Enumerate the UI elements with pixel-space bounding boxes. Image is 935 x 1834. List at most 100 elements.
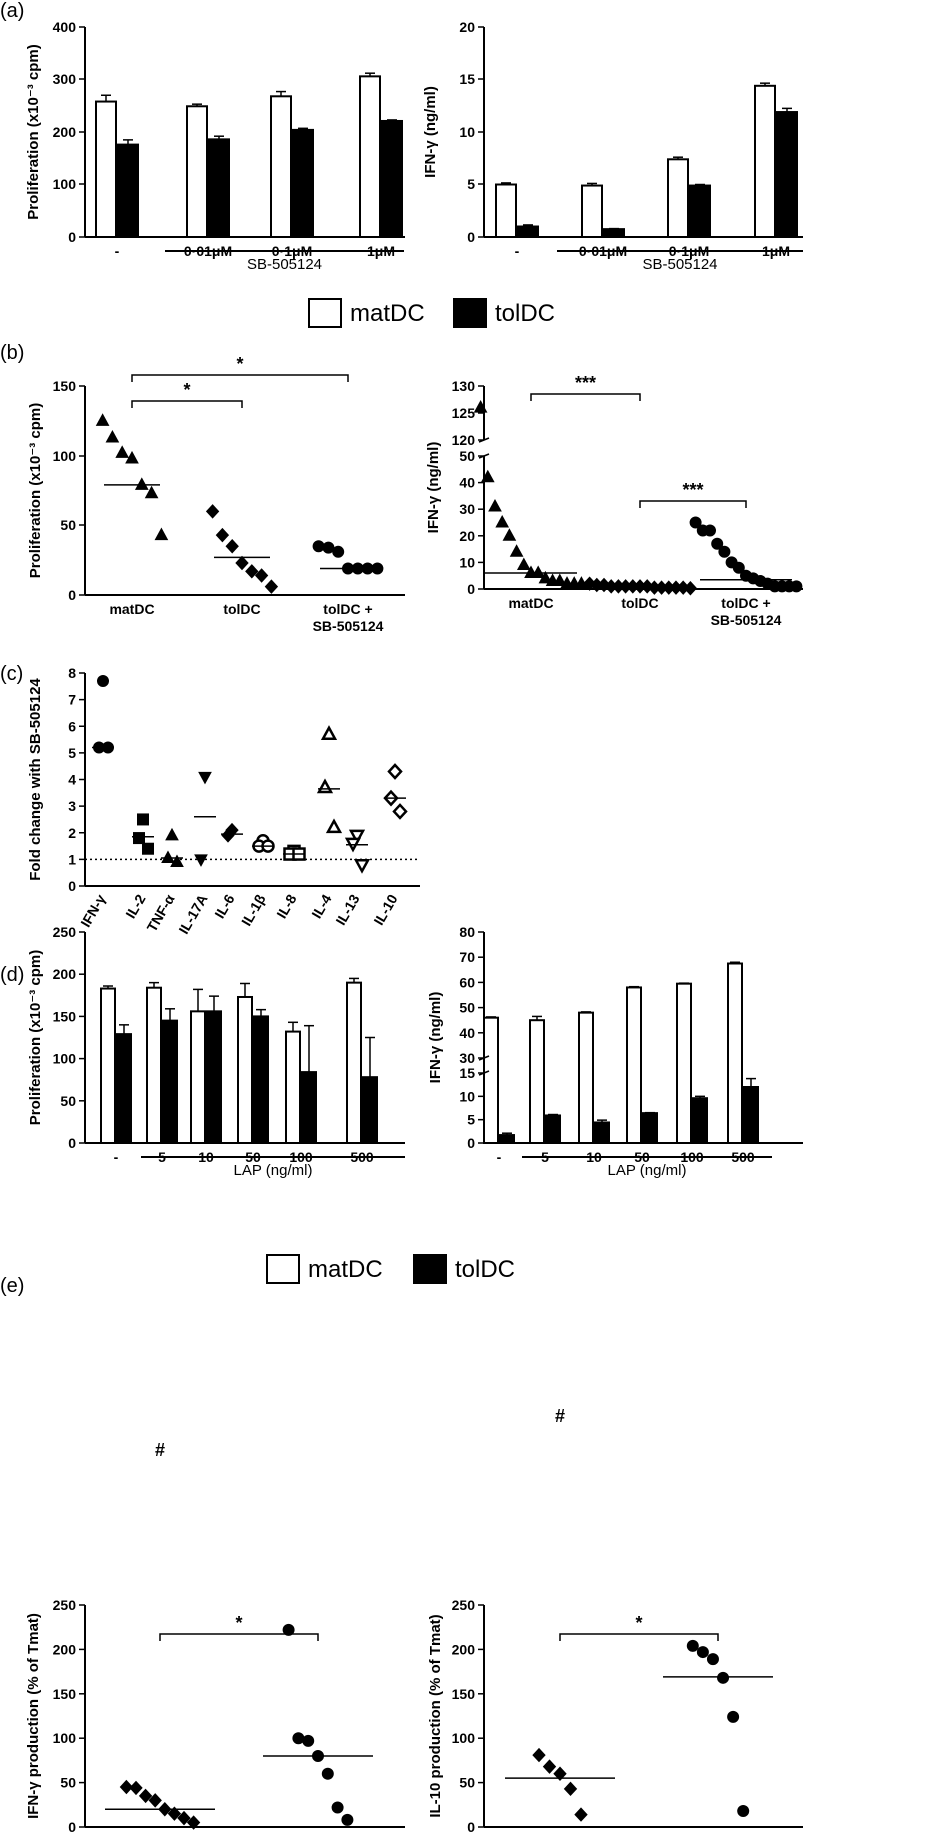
significance-label: * [183, 380, 190, 400]
data-point [552, 573, 567, 587]
data-point [538, 570, 553, 584]
x-category-label: tolDC [223, 601, 260, 617]
y-tick-label: 7 [68, 692, 76, 708]
x-category-label: IL-10 [370, 891, 400, 927]
data-point [245, 564, 259, 579]
hash-annotation: # [555, 1406, 565, 1426]
bar [594, 1121, 610, 1145]
x-category-label: tolDC [621, 595, 658, 611]
data-point [119, 1779, 134, 1795]
x-category-label: IL-17A [175, 892, 210, 937]
bar [381, 119, 403, 238]
data-point [302, 1734, 315, 1747]
bar [362, 1076, 378, 1144]
panel-label: (c) [0, 663, 23, 685]
category-line: tolDC [223, 601, 260, 617]
data-point [532, 1747, 546, 1763]
panel-label: (b) [0, 342, 24, 364]
data-point [138, 1788, 153, 1804]
hash-annotation: # [155, 1440, 165, 1460]
x-category-label: matDC [508, 595, 553, 611]
x-category-label: TNF-α [143, 891, 177, 934]
bar [206, 1010, 222, 1144]
y-tick-label: 0 [467, 1819, 475, 1834]
y-tick-label: 250 [452, 1597, 476, 1613]
data-point [516, 557, 531, 571]
bar [270, 95, 292, 238]
legend-swatch [308, 298, 342, 328]
data-point [221, 828, 235, 843]
bar [95, 100, 117, 238]
y-axis-label: Proliferation (x10⁻³ cpm) [25, 44, 42, 219]
data-point [686, 1639, 699, 1652]
legend-swatch [266, 1254, 300, 1284]
data-point [225, 538, 239, 554]
bar [237, 995, 253, 1144]
y-tick-label: 5 [68, 745, 76, 761]
x-category-label: - [497, 1149, 502, 1165]
data-point [718, 545, 731, 558]
bar [776, 111, 798, 238]
data-point [165, 827, 179, 841]
y-tick-label: 300 [53, 71, 77, 87]
x-category-label: - [515, 243, 520, 259]
data-point [325, 818, 343, 834]
data-point [148, 1793, 162, 1808]
bar [743, 1086, 759, 1144]
data-point [186, 1815, 201, 1830]
bar [626, 986, 642, 1144]
chart-b1: * * matDC tolDC tolDC + SB-505124 [95, 354, 384, 634]
y-tick-label: 10 [459, 1088, 475, 1104]
legend-label: matDC [350, 300, 425, 327]
y-tick-label: 0 [68, 1135, 76, 1151]
y-tick-label: 250 [53, 924, 77, 940]
data-point [105, 430, 120, 443]
significance-label: *** [682, 480, 703, 500]
data-point [509, 544, 524, 557]
x-category-label: - [115, 243, 120, 259]
data-point [737, 1805, 750, 1818]
data-point [706, 1653, 719, 1666]
bar [359, 75, 381, 238]
data-point [542, 1759, 557, 1774]
data-point [264, 579, 279, 594]
data-point [198, 771, 212, 785]
data-point [154, 527, 169, 541]
y-tick-label: 100 [53, 448, 77, 464]
x-category-label: IL-13 [332, 891, 362, 927]
y-tick-label: 20 [459, 19, 475, 35]
bar [146, 986, 162, 1144]
y-tick-label: 50 [60, 1775, 76, 1791]
data-point [727, 1710, 740, 1723]
bar [727, 962, 743, 1144]
bar [581, 184, 603, 239]
bar [754, 84, 776, 238]
bar [285, 1030, 301, 1145]
data-point [282, 1623, 295, 1636]
y-tick-label: 60 [459, 974, 475, 990]
x-category-label: IL-8 [273, 891, 299, 921]
legend-label: matDC [308, 1256, 383, 1283]
y-tick-label: 20 [459, 528, 475, 544]
data-point [531, 565, 546, 579]
data-point [574, 1807, 588, 1822]
data-point [125, 450, 139, 464]
data-point [95, 413, 110, 426]
data-point [502, 528, 517, 541]
bar [116, 1033, 132, 1145]
x-category-label: IL-4 [308, 891, 334, 921]
y-tick-label: 50 [60, 517, 76, 533]
y-tick-label: 80 [459, 924, 475, 940]
legend-swatch [453, 298, 487, 328]
y-tick-label: 5 [467, 176, 475, 192]
significance-label: * [235, 1613, 242, 1633]
bar [676, 982, 692, 1144]
data-point [292, 1732, 305, 1745]
significance-label: * [236, 354, 243, 374]
y-tick-label: 150 [53, 378, 77, 394]
y-tick-label: 150 [53, 1686, 77, 1702]
y-tick-label: 15 [459, 1065, 475, 1081]
data-point [790, 580, 803, 593]
